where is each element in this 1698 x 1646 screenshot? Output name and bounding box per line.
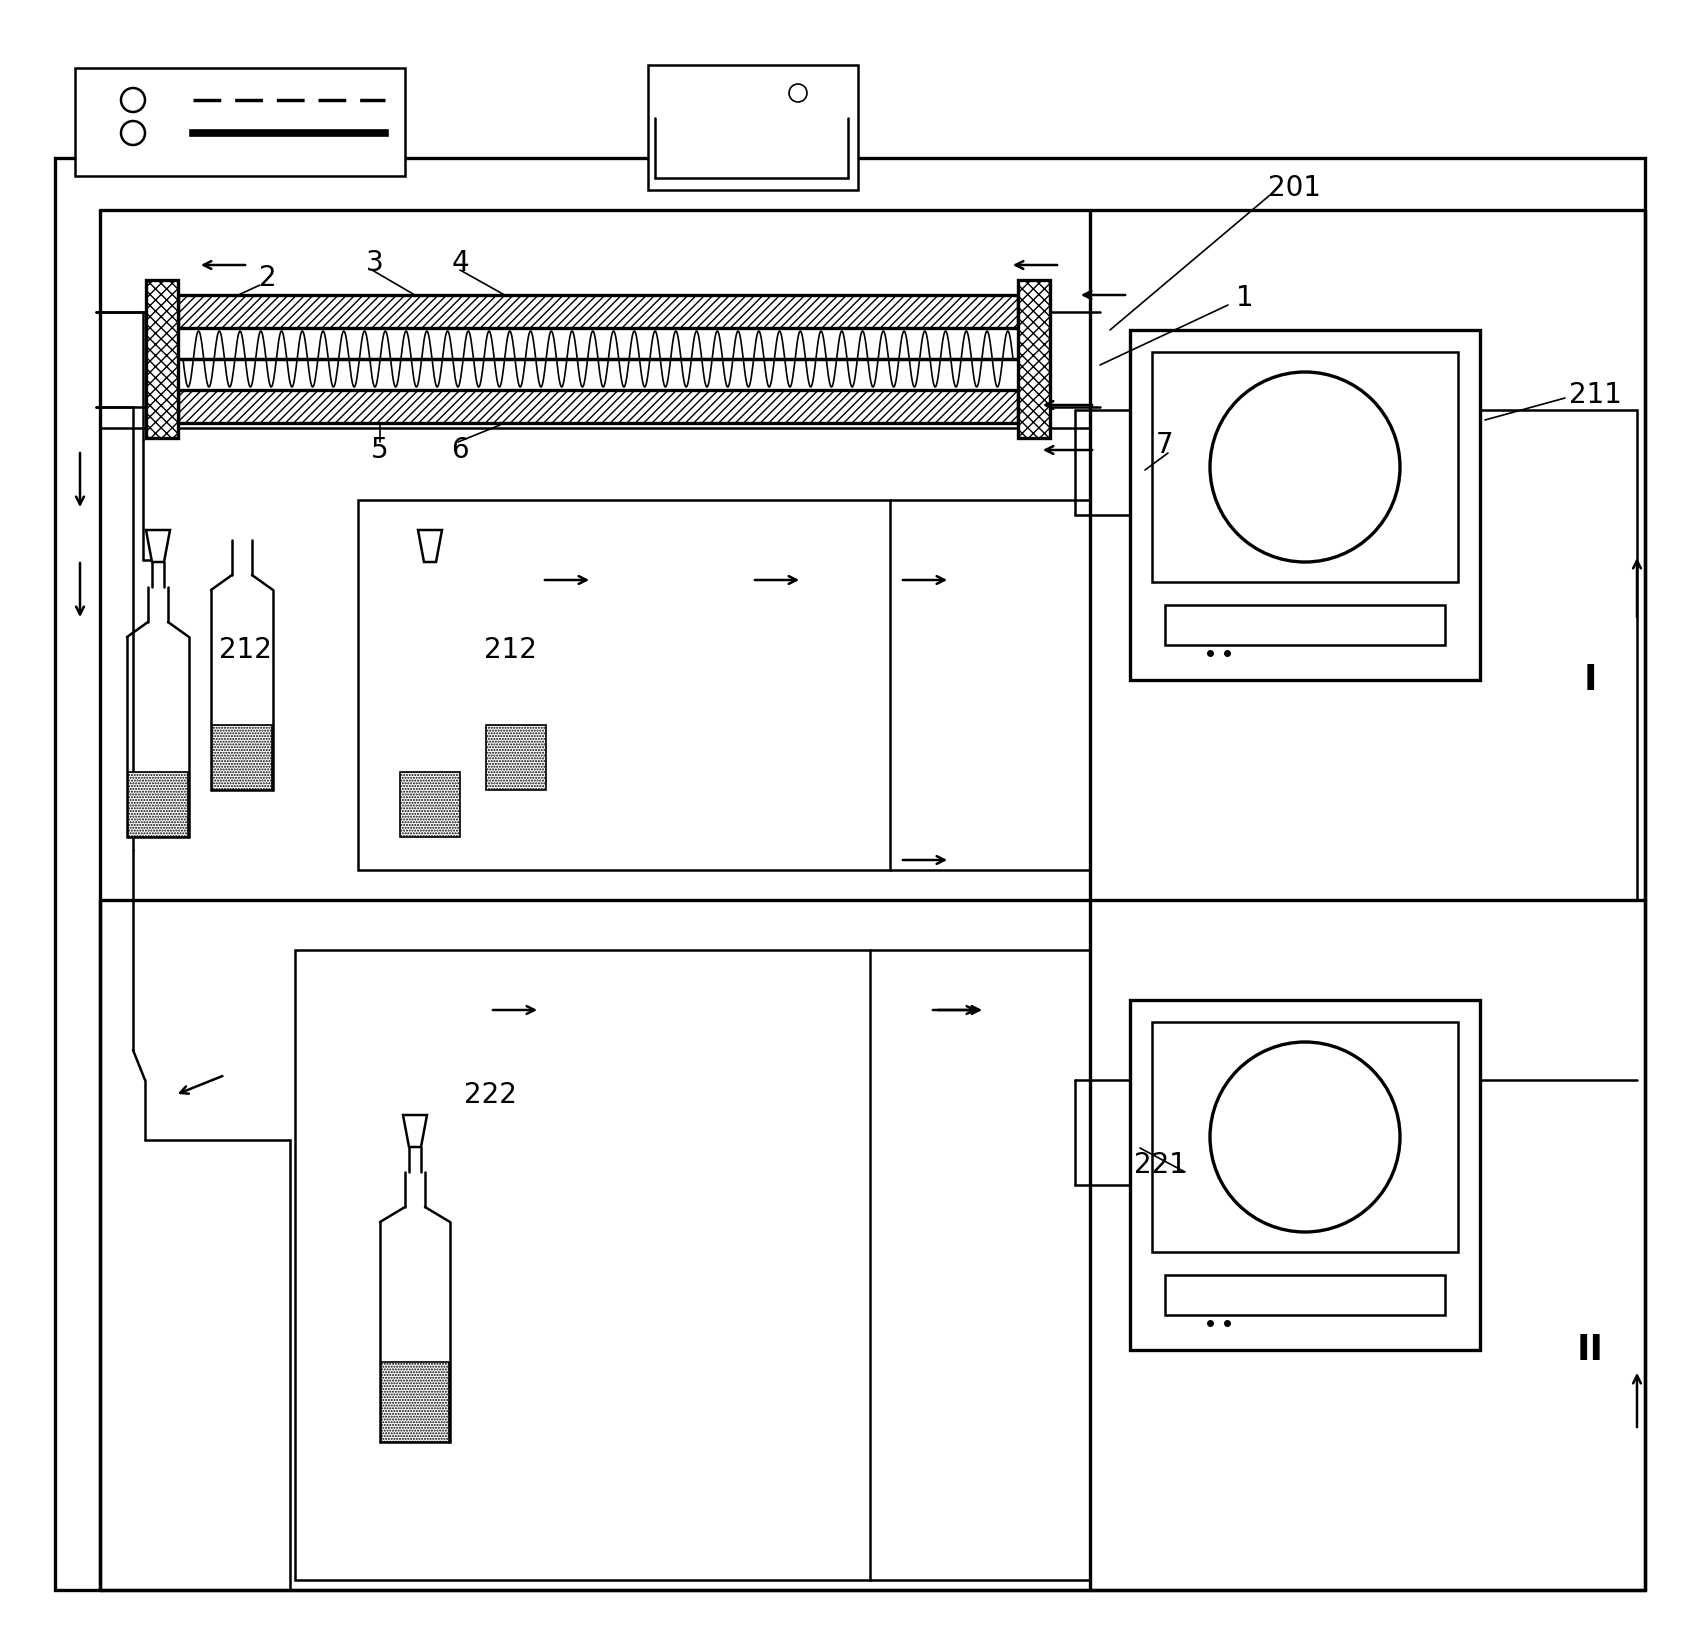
Text: 4: 4 — [452, 249, 469, 277]
Text: 222: 222 — [464, 1081, 516, 1109]
Bar — [146, 280, 178, 438]
Bar — [295, 950, 869, 1580]
Text: 221: 221 — [1133, 1151, 1185, 1179]
Text: 6: 6 — [452, 436, 469, 464]
Circle shape — [1209, 372, 1399, 561]
Bar — [358, 500, 890, 871]
Bar — [1151, 352, 1457, 583]
Polygon shape — [402, 1114, 426, 1147]
Bar — [54, 158, 1644, 1590]
Text: 5: 5 — [370, 436, 389, 464]
Bar — [647, 64, 857, 189]
Bar — [75, 67, 404, 176]
Bar — [127, 772, 188, 838]
Polygon shape — [418, 530, 441, 561]
Bar — [380, 1361, 448, 1442]
Circle shape — [1209, 1042, 1399, 1231]
Text: 3: 3 — [365, 249, 384, 277]
Bar — [1129, 329, 1479, 680]
Text: 212: 212 — [484, 635, 537, 663]
Text: 7: 7 — [1156, 431, 1173, 459]
Bar — [399, 772, 460, 838]
Bar — [1017, 280, 1049, 438]
Bar — [178, 295, 1017, 328]
Text: II: II — [1576, 1333, 1603, 1366]
Bar — [1165, 606, 1445, 645]
Polygon shape — [146, 530, 170, 561]
Bar — [1151, 1022, 1457, 1253]
Text: I: I — [1583, 663, 1596, 696]
Bar — [1129, 1001, 1479, 1350]
Text: 212: 212 — [219, 635, 272, 663]
Bar — [486, 724, 545, 790]
Text: 2: 2 — [260, 263, 277, 291]
Bar — [1165, 1276, 1445, 1315]
Circle shape — [788, 84, 807, 102]
Bar — [212, 724, 272, 790]
Circle shape — [121, 122, 144, 145]
Text: 201: 201 — [1268, 174, 1321, 202]
Text: 211: 211 — [1567, 380, 1620, 408]
Circle shape — [121, 87, 144, 112]
Bar — [178, 390, 1017, 423]
Text: 1: 1 — [1236, 285, 1253, 313]
